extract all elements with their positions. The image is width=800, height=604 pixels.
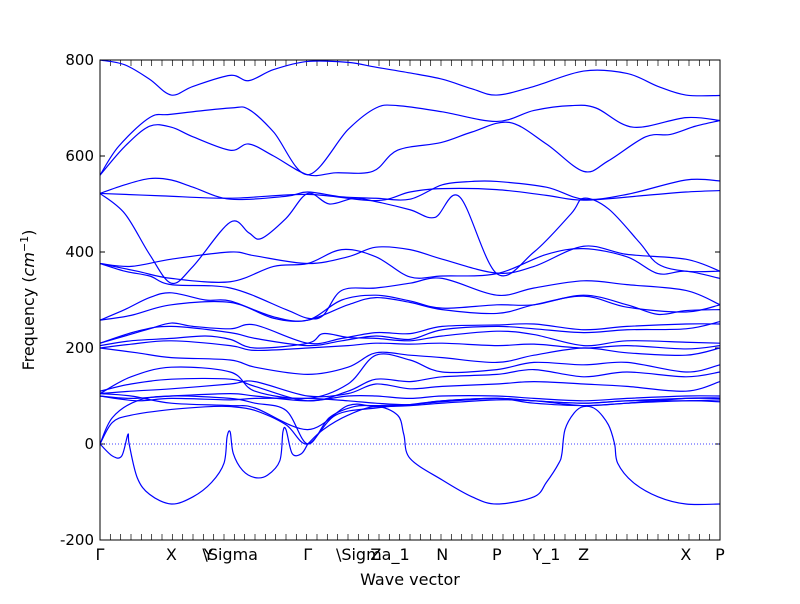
y-tick-label: 0: [84, 435, 94, 453]
x-tick-label: Γ: [96, 545, 105, 564]
x-tick-label: \Sigma: [202, 545, 258, 564]
x-tick-label: Z: [370, 545, 381, 564]
phonon-branch-line: [99, 330, 721, 349]
y-tick-label: 600: [65, 147, 94, 165]
phonon-branch-line: [99, 392, 721, 402]
y-tick-label: 400: [65, 243, 94, 261]
phonon-branch-line: [99, 426, 309, 505]
y-axis-label-close: ): [19, 230, 38, 236]
phonon-branch-line: [99, 368, 721, 402]
y-tick-label: 200: [65, 339, 94, 357]
phonon-branch-line: [99, 395, 721, 445]
x-axis-label: Wave vector: [360, 570, 460, 589]
x-tick-label: N: [436, 545, 448, 564]
phonon-branch-line: [99, 340, 721, 352]
phonon-branch-line: [307, 405, 721, 506]
y-axis-label-unit: cm: [19, 252, 38, 276]
phonon-branch-line: [99, 187, 721, 202]
x-tick-label: X: [680, 545, 691, 564]
x-tick-label: Y: [203, 545, 214, 564]
phonon-branch-line: [99, 59, 721, 97]
phonon-branch-line: [99, 321, 721, 347]
phonon-branch-line: [99, 262, 721, 320]
x-tick-label: Γ: [303, 545, 312, 564]
phonon-branch-line: [99, 292, 721, 322]
phonon-branch-line: [99, 322, 721, 345]
phonon-branch-line: [99, 347, 721, 376]
phonon-branch-line: [99, 397, 721, 445]
phonon-branch-line: [99, 248, 721, 283]
y-tick-label: 800: [65, 51, 94, 69]
phonon-branch-line: [99, 119, 721, 177]
phonon-branch-line: [99, 192, 721, 285]
y-tick-label: -200: [60, 531, 94, 549]
y-axis-label: Frequency (cm−1): [18, 230, 38, 371]
phonon-branch-line: [99, 380, 721, 398]
plot-background: [100, 60, 720, 540]
x-tick-label: P: [492, 545, 502, 564]
phonon-branch-line: [99, 177, 721, 201]
y-axis-label-main: Frequency (: [19, 276, 38, 370]
x-tick-label: X: [166, 545, 177, 564]
y-axis-label-exponent: −1: [18, 236, 31, 252]
series-layer: [99, 59, 721, 506]
phonon-branch-line: [99, 295, 721, 322]
x-tick-label: \Sigma_1: [336, 545, 410, 565]
x-tick-label: Z: [578, 545, 589, 564]
plot-frame: [99, 59, 721, 541]
phonon-branch-line: [99, 104, 721, 176]
x-tick-label: Y_1: [531, 545, 560, 565]
phonon-branch-line: [99, 245, 721, 274]
x-tick-label: P: [715, 545, 725, 564]
phonon-branch-line: [99, 353, 721, 400]
